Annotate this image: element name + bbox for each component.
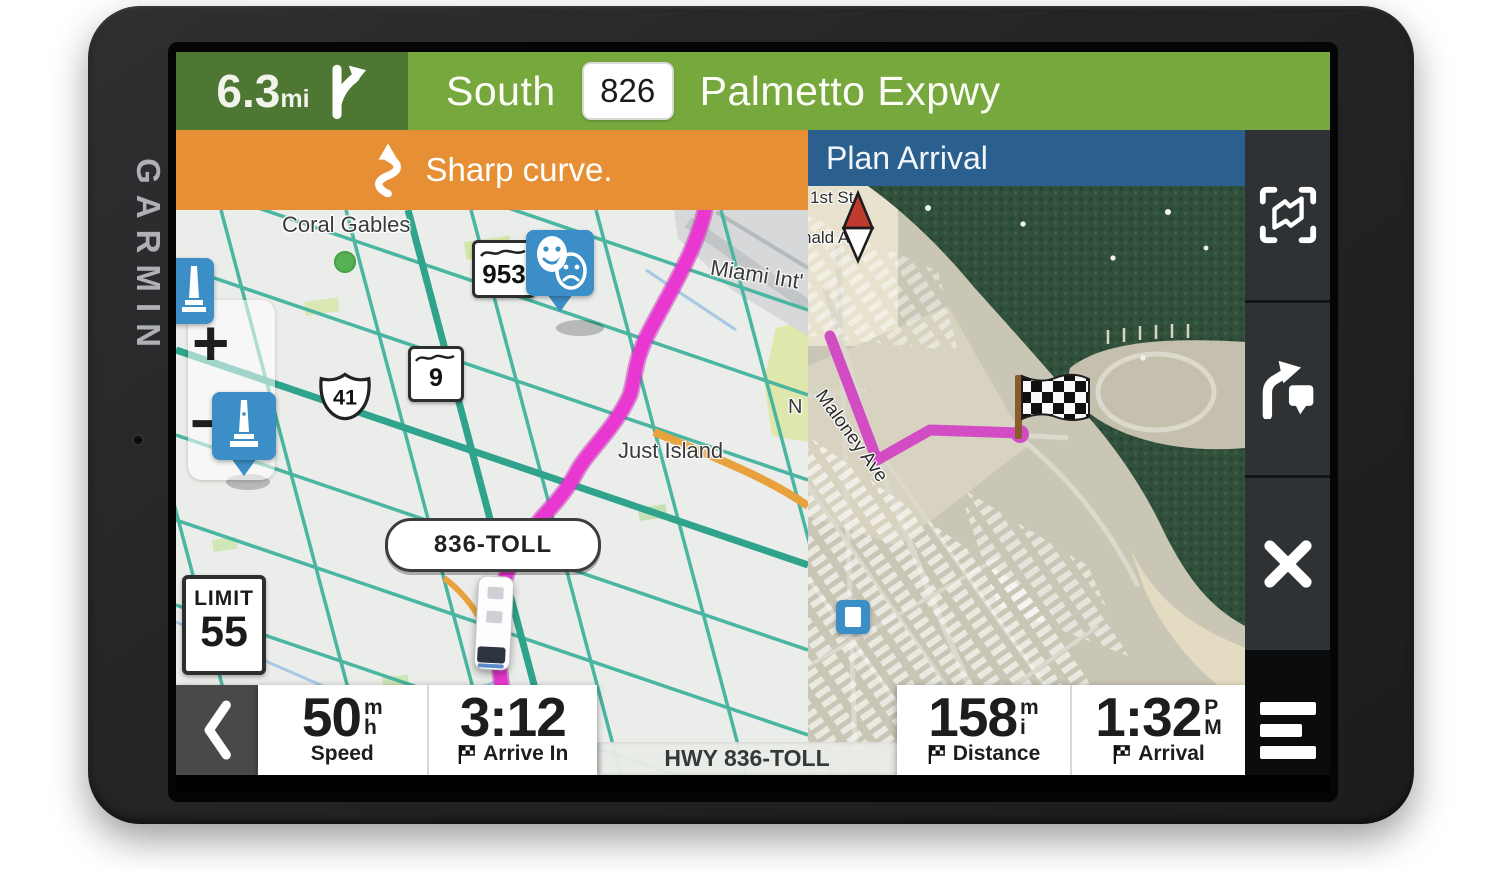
monument-icon	[182, 266, 206, 312]
monument-poi-pin[interactable]	[212, 392, 276, 476]
marina-poi-icon[interactable]	[836, 600, 870, 634]
svg-text:41: 41	[333, 385, 357, 410]
route-line	[489, 203, 712, 775]
city-label: Coral Gables	[282, 212, 411, 237]
city-dot	[334, 251, 356, 273]
menu-icon	[1260, 701, 1316, 715]
checkered-flag-icon	[928, 744, 945, 764]
route-name-pill: 836-TOLL	[385, 518, 601, 572]
main-menu-button[interactable]	[1245, 685, 1330, 775]
alert-message: Sharp curve.	[425, 151, 613, 188]
plan-arrival-panel[interactable]: 1st St nald Ave Maloney Ave	[808, 130, 1245, 775]
detour-route-icon	[1262, 360, 1313, 419]
checkered-flag-icon	[1113, 744, 1131, 764]
distance-value: 158	[928, 685, 1018, 748]
next-maneuver-distance: 6.3mi	[176, 52, 408, 130]
theater-masks-icon	[537, 236, 587, 290]
direction-label: South	[446, 67, 556, 114]
current-road-strip: HWY 836-TOLL	[597, 742, 897, 775]
map-overview-icon	[1259, 186, 1316, 244]
detour-button[interactable]	[1245, 303, 1330, 475]
turn-fork-right-icon	[332, 64, 366, 120]
navigation-banner[interactable]: 6.3mi South 826 Palmetto Expwy	[176, 52, 1330, 130]
checkered-flag-icon	[458, 744, 476, 764]
arrive-in-label: Arrive In	[483, 742, 569, 766]
speed-limit-sign: LIMIT 55	[182, 575, 266, 675]
garmin-device-bezel: GARMIN 6.3mi South	[88, 6, 1414, 824]
garmin-logo: GARMIN	[130, 158, 167, 358]
checkered-flag-icon	[1021, 373, 1090, 421]
destination-flag-pole	[1015, 375, 1022, 439]
distance-label: Distance	[952, 742, 1041, 766]
island-label: Just Island	[618, 438, 724, 463]
road-name-label: Palmetto Expwy	[699, 67, 1001, 114]
back-chevron-icon	[204, 700, 231, 760]
microphone-hole	[134, 436, 142, 444]
arrival-satellite-map[interactable]: 1st St nald Ave Maloney Ave	[808, 186, 1245, 775]
monument-icon	[230, 400, 258, 447]
arrival-route-line	[824, 330, 1026, 466]
florida-outline-squiggle	[480, 249, 526, 257]
device-screen: 6.3mi South 826 Palmetto Expwy	[168, 42, 1338, 802]
compass-needle-icon	[841, 190, 875, 264]
florida-outline-squiggle	[415, 354, 455, 362]
maneuver-distance-unit: mi	[280, 85, 310, 113]
theater-poi-pin[interactable]	[526, 230, 594, 312]
speed-label: Speed	[310, 742, 374, 766]
map-overview-button[interactable]	[1245, 130, 1330, 300]
speed-value: 50	[301, 685, 362, 748]
arrive-in-value: 3:12	[459, 685, 567, 748]
rv-vehicle-icon	[473, 575, 515, 671]
satellite-layer	[808, 186, 1245, 775]
navigation-map[interactable]: Coral Gables Miami Int' Just Island N 95…	[176, 130, 808, 775]
maneuver-distance-value: 6.3	[216, 65, 281, 117]
us-41-shield: 41	[319, 372, 371, 421]
back-button[interactable]	[176, 685, 258, 775]
street-label-1st: 1st St	[810, 188, 854, 207]
monument-poi-pin-clipped[interactable]	[176, 258, 214, 324]
tool-sidebar	[1245, 130, 1330, 775]
arrive-in-cell: 3:12 Arrive In	[426, 685, 598, 775]
arrival-label: Arrival	[1138, 742, 1205, 766]
sharp-curve-icon	[375, 143, 402, 197]
clipped-street-label: N	[788, 396, 803, 418]
arrival-value: 1:32	[1095, 685, 1202, 748]
close-button[interactable]	[1245, 478, 1330, 650]
map-roads-layer	[176, 130, 808, 775]
map-view[interactable]: Coral Gables Miami Int' Just Island N 95…	[176, 130, 808, 775]
close-icon	[1263, 540, 1312, 588]
plan-arrival-header: Plan Arrival	[808, 130, 1245, 186]
hazard-alert-banner[interactable]: Sharp curve.	[176, 130, 808, 210]
plan-arrival-title: Plan Arrival	[826, 139, 988, 176]
florida-9-shield: 9	[408, 346, 464, 402]
route-826-shield: 826	[581, 62, 674, 120]
current-road-label: HWY 836-TOLL	[664, 745, 830, 771]
